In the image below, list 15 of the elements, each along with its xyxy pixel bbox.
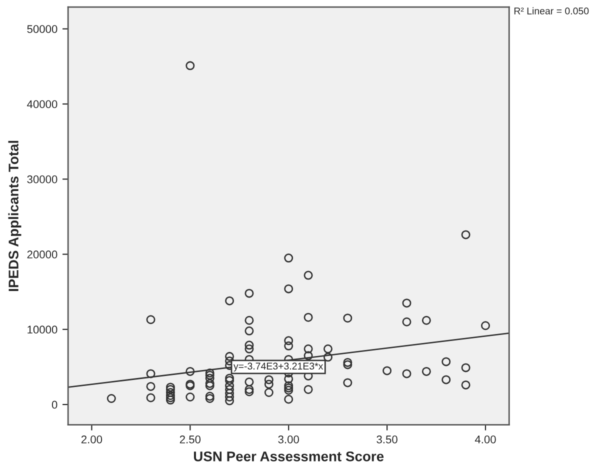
x-tick-label: 3.50 xyxy=(376,436,398,444)
y-tick-label: 20000 xyxy=(27,250,58,258)
x-axis-title: USN Peer Assessment Score xyxy=(194,451,384,462)
x-tick-label: 3.00 xyxy=(278,436,299,444)
x-tick-label: 2.50 xyxy=(180,436,201,444)
annotation: y=-3.74E3+3.21E3*x xyxy=(233,362,324,372)
y-tick-label: 10000 xyxy=(28,326,58,334)
text: R² Linear = 0.050 xyxy=(514,7,589,14)
y-axis-title: IPEDS Applicants Total xyxy=(8,140,22,292)
y-tick-label: 0 xyxy=(52,400,58,409)
y-tick-label: 50000 xyxy=(27,25,58,34)
y-tick-label: 40000 xyxy=(27,100,58,108)
x-tick-label: 2.00 xyxy=(81,436,102,444)
x-tick-label: 4.00 xyxy=(474,436,496,444)
y-tick-label: 30000 xyxy=(27,175,58,184)
